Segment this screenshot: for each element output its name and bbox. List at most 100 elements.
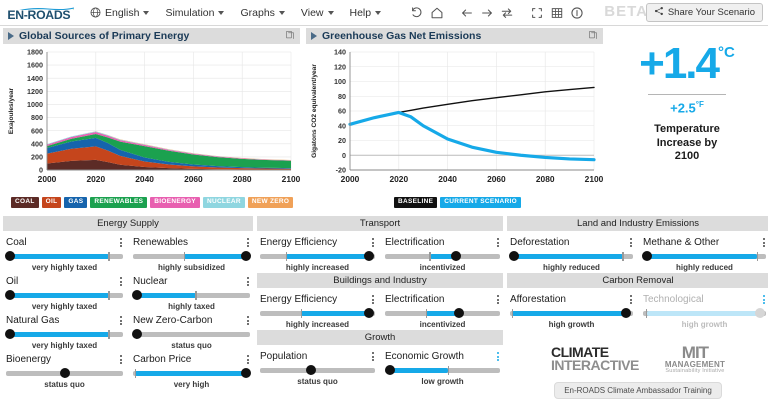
slider-knob[interactable]: [451, 251, 462, 261]
legend-chip-current-scenario[interactable]: CURRENT SCENARIO: [440, 197, 521, 208]
slider-methane-other[interactable]: Methane & Other highly reduced: [640, 234, 768, 273]
slider-menu-icon[interactable]: [120, 238, 123, 247]
slider-coal[interactable]: Coal very highly taxed: [3, 234, 126, 273]
slider-track[interactable]: [131, 289, 250, 301]
slider-menu-icon[interactable]: [763, 238, 766, 247]
slider-track[interactable]: [510, 307, 633, 319]
slider-knob[interactable]: [305, 365, 316, 375]
fullscreen-icon[interactable]: [527, 3, 547, 23]
back-arrow-icon[interactable]: [457, 3, 477, 23]
slider-knob[interactable]: [641, 251, 652, 261]
slider-electrification[interactable]: Electrification incentivized: [382, 234, 503, 273]
slider-menu-icon[interactable]: [763, 295, 766, 304]
slider-carbon-price[interactable]: Carbon Price very high: [130, 351, 253, 390]
legend-chip-bioenergy[interactable]: BIOENERGY: [150, 197, 200, 208]
slider-menu-icon[interactable]: [247, 316, 250, 325]
legend-chip-baseline[interactable]: BASELINE: [394, 197, 438, 208]
slider-track[interactable]: [133, 367, 252, 379]
menu-item-view[interactable]: View: [301, 7, 334, 19]
slider-energy-efficiency[interactable]: Energy Efficiency highly increased: [257, 291, 378, 330]
chart-ghg-emissions[interactable]: -20 0 20 40 60 80 100 120 140 2000 2020 2040 2060 208…: [306, 44, 603, 194]
slider-track[interactable]: [6, 367, 123, 379]
slider-menu-icon[interactable]: [247, 277, 250, 286]
slider-electrification[interactable]: Electrification incentivized: [382, 291, 503, 330]
slider-track[interactable]: [131, 328, 250, 340]
slider-menu-icon[interactable]: [120, 316, 123, 325]
slider-track[interactable]: [385, 250, 500, 262]
slider-track[interactable]: [508, 250, 633, 262]
slider-technological[interactable]: Technological high growth: [640, 291, 768, 330]
slider-natural-gas[interactable]: Natural Gas very highly taxed: [3, 312, 126, 351]
slider-knob[interactable]: [364, 308, 375, 318]
menu-item-language[interactable]: English: [90, 7, 150, 19]
slider-menu-icon[interactable]: [630, 238, 633, 247]
slider-bioenergy[interactable]: Bioenergy status quo: [3, 351, 126, 390]
slider-menu-icon[interactable]: [120, 355, 123, 364]
slider-new-zero-carbon[interactable]: New Zero-Carbon status quo: [130, 312, 253, 351]
slider-oil[interactable]: Oil very highly taxed: [3, 273, 126, 312]
slider-track[interactable]: [4, 289, 123, 301]
menu-item-simulation[interactable]: Simulation: [165, 7, 225, 19]
menu-item-help[interactable]: Help: [350, 7, 382, 19]
slider-track[interactable]: [4, 328, 123, 340]
copy-icon[interactable]: [285, 30, 295, 43]
slider-menu-icon[interactable]: [497, 352, 500, 361]
panel-header[interactable]: Greenhouse Gas Net Emissions: [306, 28, 603, 44]
panel-header[interactable]: Global Sources of Primary Energy: [3, 28, 300, 44]
slider-menu-icon[interactable]: [497, 238, 500, 247]
slider-menu-icon[interactable]: [372, 295, 375, 304]
slider-knob[interactable]: [241, 368, 252, 378]
slider-menu-icon[interactable]: [247, 238, 250, 247]
slider-track[interactable]: [643, 307, 766, 319]
slider-deforestation[interactable]: Deforestation highly reduced: [507, 234, 636, 273]
slider-knob[interactable]: [4, 290, 15, 300]
slider-knob[interactable]: [453, 308, 464, 318]
slider-menu-icon[interactable]: [372, 238, 375, 247]
slider-menu-icon[interactable]: [247, 355, 250, 364]
legend-chip-coal[interactable]: COAL: [11, 197, 39, 208]
slider-afforestation[interactable]: Afforestation high growth: [507, 291, 636, 330]
info-icon[interactable]: [567, 3, 587, 23]
home-icon[interactable]: [427, 3, 447, 23]
slider-energy-efficiency[interactable]: Energy Efficiency highly increased: [257, 234, 378, 273]
copy-icon[interactable]: [588, 30, 598, 43]
slider-track[interactable]: [133, 250, 252, 262]
table-icon[interactable]: [547, 3, 567, 23]
slider-track[interactable]: [260, 364, 375, 376]
slider-track[interactable]: [384, 364, 500, 376]
slider-track[interactable]: [4, 250, 123, 262]
slider-knob[interactable]: [131, 329, 142, 339]
slider-menu-icon[interactable]: [372, 352, 375, 361]
chart-primary-energy[interactable]: 0 200 400 600 800 1000 1200 1400 1600 1800 2000 202…: [3, 44, 300, 194]
expand-triangle-icon[interactable]: [8, 32, 14, 40]
slider-population[interactable]: Population status quo: [257, 348, 378, 387]
legend-chip-renewables[interactable]: RENEWABLES: [90, 197, 148, 208]
slider-track[interactable]: [385, 307, 500, 319]
slider-knob[interactable]: [384, 365, 395, 375]
menu-item-graphs[interactable]: Graphs: [240, 7, 285, 19]
slider-menu-icon[interactable]: [120, 277, 123, 286]
slider-economic-growth[interactable]: Economic Growth low growth: [382, 348, 503, 387]
legend-chip-nuclear[interactable]: NUCLEAR: [202, 197, 245, 208]
legend-chip-gas[interactable]: GAS: [64, 197, 88, 208]
swap-icon[interactable]: [497, 3, 517, 23]
slider-menu-icon[interactable]: [630, 295, 633, 304]
share-scenario-button[interactable]: Share Your Scenario: [645, 3, 763, 22]
enroads-logo[interactable]: EN-ROADS: [4, 1, 76, 25]
expand-triangle-icon[interactable]: [311, 32, 317, 40]
slider-knob[interactable]: [131, 290, 142, 300]
slider-knob[interactable]: [4, 329, 15, 339]
undo-icon[interactable]: [407, 3, 427, 23]
slider-knob[interactable]: [59, 368, 70, 378]
slider-menu-icon[interactable]: [497, 295, 500, 304]
legend-chip-new-zero[interactable]: NEW ZERO: [247, 197, 294, 208]
slider-knob[interactable]: [754, 308, 765, 318]
forward-arrow-icon[interactable]: [477, 3, 497, 23]
slider-track[interactable]: [260, 250, 375, 262]
training-badge[interactable]: En-ROADS Climate Ambassador Training: [554, 381, 722, 399]
slider-renewables[interactable]: Renewables highly subsidized: [130, 234, 253, 273]
slider-knob[interactable]: [364, 251, 375, 261]
legend-chip-oil[interactable]: OIL: [41, 197, 62, 208]
slider-knob[interactable]: [508, 251, 519, 261]
slider-track[interactable]: [641, 250, 766, 262]
